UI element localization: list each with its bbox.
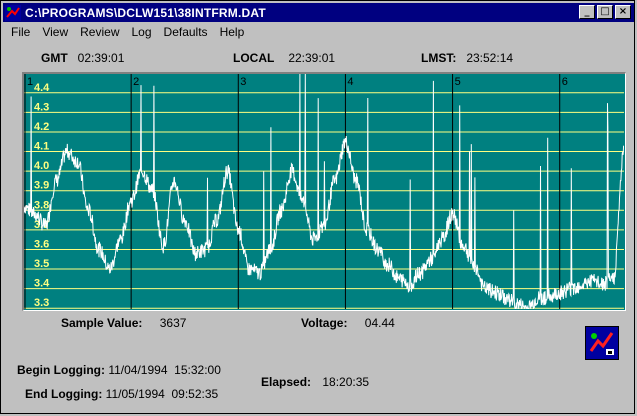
y-tick-label: 4.3	[34, 101, 49, 113]
menu-review[interactable]: Review	[80, 25, 120, 39]
window-title: C:\PROGRAMS\DCLW151\38INTFRM.DAT	[25, 5, 266, 20]
voltage-chart[interactable]: 4.4 4.3 4.2 4.1 4.0 3.9 3.8 3.7 3.6 3.5 3.4 3.3 1 2 3 4…	[22, 72, 626, 311]
menu-bar: File View Review Log Defaults Help	[5, 24, 250, 42]
x-tick-label: 2	[133, 76, 139, 88]
lmst-value: 23:52:14	[466, 51, 514, 65]
logger-status-icon[interactable]	[585, 326, 619, 360]
gmt-label: GMT	[41, 51, 68, 65]
x-tick-label: 4	[347, 76, 353, 88]
voltage-series-line	[24, 74, 624, 309]
begin-label: Begin Logging:	[17, 363, 105, 377]
begin-value: 11/04/1994 15:32:00	[108, 363, 221, 377]
close-button[interactable]: ×	[615, 5, 631, 19]
y-tick-label: 4.4	[34, 82, 50, 94]
y-tick-label: 3.5	[34, 258, 49, 270]
sample-value: 3637	[159, 316, 187, 330]
end-logging-readout: End Logging: 11/05/1994 09:52:35	[25, 387, 218, 401]
app-icon[interactable]	[5, 4, 21, 21]
lmst-clock: LMST: 23:52:14	[421, 51, 513, 65]
menu-log[interactable]: Log	[131, 25, 152, 39]
sample-label: Sample Value:	[61, 316, 143, 330]
end-value: 11/05/1994 09:52:35	[105, 387, 219, 401]
minimize-button[interactable]: _	[579, 5, 595, 19]
menu-defaults[interactable]: Defaults	[163, 25, 208, 39]
elapsed-readout: Elapsed: 18:20:35	[261, 375, 369, 389]
y-tick-label: 4.2	[34, 121, 49, 133]
x-tick-label: 6	[562, 76, 568, 88]
gmt-clock: GMT 02:39:01	[41, 51, 124, 65]
local-label: LOCAL	[233, 51, 275, 65]
y-tick-label: 4.0	[34, 160, 49, 172]
menu-file[interactable]: File	[11, 25, 31, 39]
voltage-readout: Voltage: 04.44	[301, 316, 395, 330]
local-value: 22:39:01	[288, 51, 336, 65]
menu-help[interactable]: Help	[219, 25, 245, 39]
voltage-label: Voltage:	[301, 316, 348, 330]
lmst-label: LMST:	[421, 51, 457, 65]
title-bar[interactable]: C:\PROGRAMS\DCLW151\38INTFRM.DAT _ □ ×	[3, 3, 634, 22]
chart-plot: 4.44.34.24.14.03.93.83.73.63.53.43.31 2 3 4…	[24, 74, 624, 309]
menu-view[interactable]: View	[42, 25, 69, 39]
voltage-value: 04.44	[364, 316, 395, 330]
y-tick-label: 3.9	[34, 180, 49, 192]
elapsed-value: 18:20:35	[322, 375, 370, 389]
y-tick-label: 3.6	[34, 238, 49, 250]
sample-readout: Sample Value: 3637	[61, 316, 186, 330]
x-tick-label: 1	[27, 76, 33, 88]
y-tick-label: 3.8	[34, 199, 49, 211]
local-clock: LOCAL 22:39:01	[233, 51, 335, 65]
x-tick-label: 5	[455, 76, 461, 88]
maximize-button[interactable]: □	[597, 5, 613, 19]
y-tick-label: 3.4	[34, 278, 50, 290]
y-tick-label: 4.1	[34, 141, 49, 153]
elapsed-label: Elapsed:	[261, 375, 312, 389]
end-label: End Logging:	[25, 387, 103, 401]
y-tick-label: 3.3	[34, 297, 49, 309]
x-tick-label: 3	[240, 76, 246, 88]
gmt-value: 02:39:01	[77, 51, 125, 65]
begin-logging-readout: Begin Logging: 11/04/1994 15:32:00	[17, 363, 221, 377]
